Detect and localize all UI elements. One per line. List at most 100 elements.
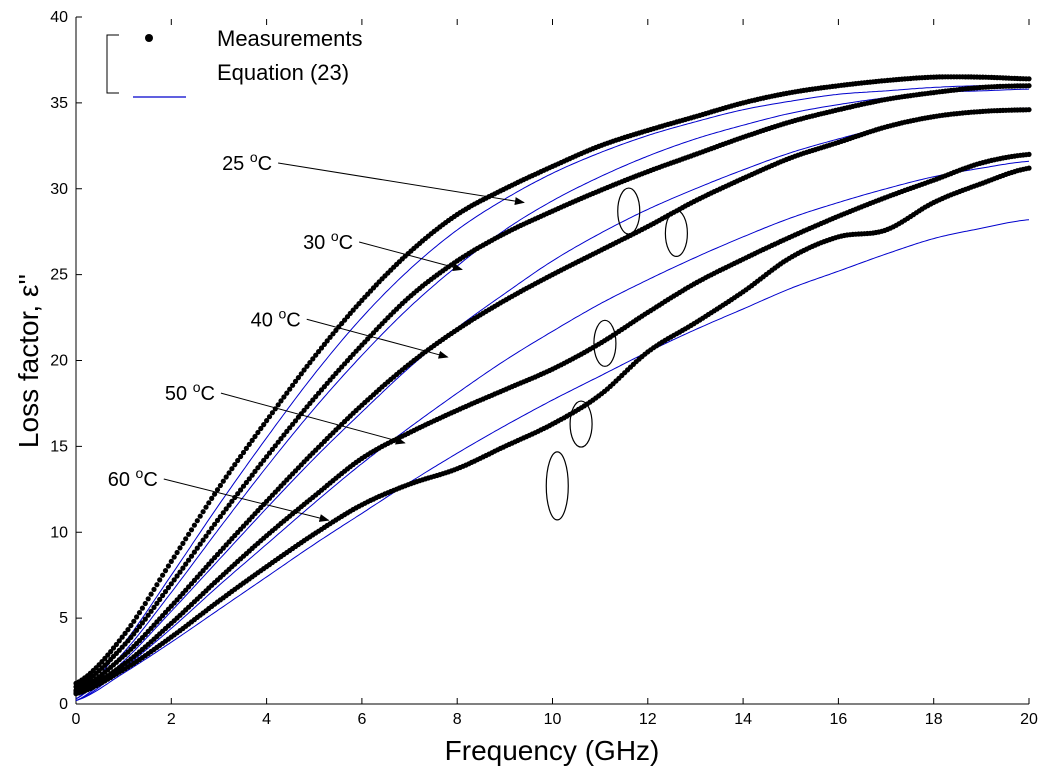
measurement-point (264, 418, 270, 424)
measurement-series-60 (73, 165, 1032, 697)
measurement-point (252, 468, 258, 474)
annotation-label-30: 30 oC (303, 228, 353, 254)
measurement-point (131, 631, 137, 637)
measurement-point (295, 414, 301, 420)
measurement-point (249, 437, 255, 443)
measurement-point (321, 341, 327, 347)
y-axis-label: Loss factor, ε'' (13, 274, 44, 448)
measurement-point (203, 504, 209, 510)
y-tick-label: 35 (50, 95, 68, 112)
measurement-point (1026, 83, 1032, 89)
measurement-point (168, 558, 174, 565)
y-tick-label: 10 (50, 524, 68, 541)
highlight-ellipses (545, 187, 688, 521)
y-tick-label: 25 (50, 267, 68, 284)
measurement-point (125, 638, 131, 644)
measurement-point (148, 591, 154, 597)
measurement-point (246, 476, 252, 482)
annotation-arrow-40 (306, 318, 449, 359)
legend-bracket (106, 34, 119, 94)
measurement-point (278, 398, 284, 404)
measurement-point (238, 487, 244, 493)
measurement-point (246, 441, 252, 447)
annotation-label-50: 50 oC (165, 379, 215, 405)
highlight-ellipse (593, 319, 617, 367)
measurement-point (148, 608, 154, 614)
measurement-point (220, 510, 226, 516)
measurement-point (272, 443, 278, 449)
measurement-point (287, 425, 293, 431)
measurement-point (255, 429, 261, 436)
measurement-point (243, 445, 249, 451)
measurement-point (142, 616, 148, 622)
measurement-point (113, 641, 119, 648)
measurement-point (110, 645, 117, 651)
measurement-point (235, 457, 241, 464)
measurement-point (125, 627, 131, 633)
measurement-point (223, 506, 229, 512)
measurement-point (275, 439, 281, 445)
measurement-point (134, 627, 140, 633)
measurement-point (145, 612, 151, 618)
legend-equation-label: Equation (23) (217, 60, 349, 85)
measurement-point (261, 457, 267, 463)
y-tick-label: 20 (50, 353, 68, 370)
measurement-point (292, 378, 299, 384)
measurement-point (145, 596, 151, 602)
measurement-point (108, 649, 114, 655)
measurement-series-25 (73, 74, 1032, 687)
annotation-label-25: 25 oC (222, 149, 272, 175)
measurement-point (165, 585, 171, 591)
x-tick-label: 2 (167, 711, 176, 728)
measurement-point (290, 421, 296, 427)
measurement-point (217, 514, 223, 520)
highlight-ellipse (545, 451, 569, 521)
measurement-point (264, 454, 270, 460)
equation-curve-25 (75, 85, 1029, 700)
measurement-point (238, 453, 244, 460)
measurement-point (168, 581, 174, 587)
annotation-arrow-30 (359, 241, 463, 272)
highlight-ellipse (569, 400, 593, 448)
measurement-point (102, 655, 108, 662)
measurement-point (212, 521, 218, 527)
measurement-point (105, 652, 111, 658)
measurement-point (128, 622, 134, 629)
measurement-point (255, 465, 261, 471)
measurement-point (269, 446, 275, 452)
measurement-point (292, 418, 299, 424)
measurement-point (188, 553, 195, 559)
measurement-point (327, 334, 333, 340)
measurement-point (342, 317, 348, 323)
measurement-point (235, 491, 241, 497)
measurement-point (139, 605, 145, 611)
y-tick-label: 0 (59, 696, 68, 713)
measurement-point (278, 436, 284, 442)
measurement-point (229, 466, 235, 472)
measurement-point (191, 522, 197, 528)
measurement-point (232, 462, 238, 468)
measurement-point (157, 577, 163, 583)
measurement-point (298, 371, 304, 377)
annotation-arrow-50 (220, 392, 406, 445)
measurement-point (217, 482, 223, 489)
legend-measurements-label: Measurements (217, 26, 363, 51)
x-axis-label: Frequency (GHz) (445, 735, 660, 766)
measurement-point (191, 549, 197, 555)
measurement-point (214, 517, 221, 524)
measurement-point (171, 554, 177, 560)
equation-curve-60 (75, 219, 1030, 702)
measurement-point (134, 614, 140, 620)
x-tick-label: 14 (734, 711, 752, 728)
measurement-point (209, 525, 215, 531)
x-tick-label: 20 (1020, 711, 1038, 728)
measurement-point (212, 491, 218, 497)
measurement-point (223, 474, 229, 480)
measurement-point (183, 536, 189, 542)
equation-curve-30 (75, 88, 1030, 700)
measurement-point (128, 634, 134, 641)
x-tick-label: 6 (357, 711, 366, 728)
legend: Measurements Equation (23) (106, 26, 363, 98)
measurement-point (1026, 107, 1032, 113)
x-tick-label: 10 (544, 711, 562, 728)
